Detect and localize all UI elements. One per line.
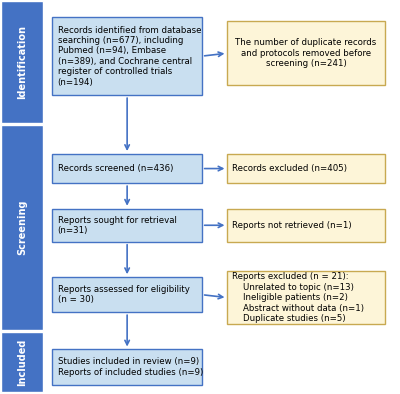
FancyBboxPatch shape xyxy=(227,21,384,85)
FancyBboxPatch shape xyxy=(1,125,43,330)
Text: Records identified from database
searching (n=677), including
Pubmed (n=94), Emb: Records identified from database searchi… xyxy=(58,26,201,87)
Text: Screening: Screening xyxy=(17,199,27,255)
Text: Studies included in review (n=9)
Reports of included studies (n=9): Studies included in review (n=9) Reports… xyxy=(58,357,203,377)
FancyBboxPatch shape xyxy=(52,209,202,242)
Text: Reports excluded (n = 21):
    Unrelated to topic (n=13)
    Ineligible patients: Reports excluded (n = 21): Unrelated to … xyxy=(232,272,364,323)
FancyBboxPatch shape xyxy=(52,17,202,95)
Text: Records excluded (n=405): Records excluded (n=405) xyxy=(232,164,348,173)
Text: Records screened (n=436): Records screened (n=436) xyxy=(58,164,173,173)
FancyBboxPatch shape xyxy=(52,349,202,385)
FancyBboxPatch shape xyxy=(1,332,43,392)
Text: Reports sought for retrieval
(n=31): Reports sought for retrieval (n=31) xyxy=(58,216,176,235)
FancyBboxPatch shape xyxy=(227,209,384,242)
Text: Reports not retrieved (n=1): Reports not retrieved (n=1) xyxy=(232,221,352,230)
FancyBboxPatch shape xyxy=(52,277,202,312)
FancyBboxPatch shape xyxy=(1,2,43,123)
Text: Identification: Identification xyxy=(17,25,27,99)
Text: Included: Included xyxy=(17,338,27,386)
FancyBboxPatch shape xyxy=(227,154,384,183)
FancyBboxPatch shape xyxy=(227,271,384,324)
Text: Reports assessed for eligibility
(n = 30): Reports assessed for eligibility (n = 30… xyxy=(58,285,190,305)
Text: The number of duplicate records
and protocols removed before
screening (n=241): The number of duplicate records and prot… xyxy=(235,38,376,68)
FancyBboxPatch shape xyxy=(52,154,202,183)
